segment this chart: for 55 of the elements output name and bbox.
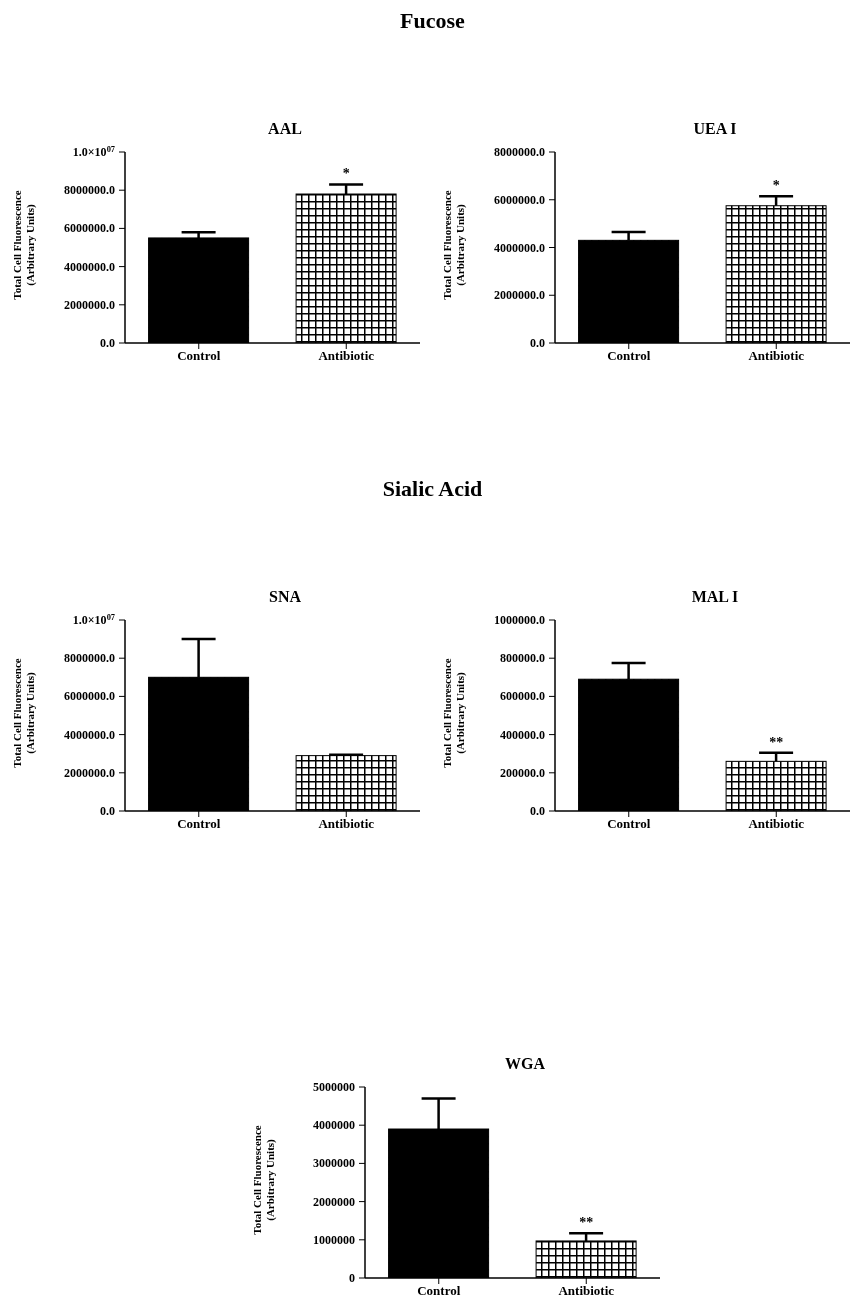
y-tick-label: 8000000.0 (494, 145, 545, 159)
y-axis-title: Total Cell Fluorescence (Arbitrary Units) (251, 1125, 277, 1235)
y-axis-title: Total Cell Fluorescence (Arbitrary Units) (441, 658, 467, 768)
annotation: * (772, 178, 780, 194)
text: Fucose (399, 8, 466, 34)
y-tick-label: 3000000 (313, 1156, 355, 1171)
y-tick-label: 6000000.0 (494, 192, 545, 207)
y-tick-label: 0.0 (100, 336, 115, 350)
annotation: ** (769, 734, 784, 750)
y-tick-label: 0.0 (530, 336, 545, 350)
x-tick-label: Antibiotic (558, 1283, 615, 1295)
y-tick-label: 6000000.0 (64, 221, 115, 236)
y-tick-label: 0.0 (530, 804, 545, 818)
x-tick-label: Antibiotic (318, 348, 375, 364)
x-tick-label: Control (607, 348, 651, 364)
y-tick-label: 400000.0 (500, 727, 545, 742)
y-tick-label: 800000.0 (500, 651, 545, 666)
y-tick-label: 4000000.0 (64, 259, 115, 274)
x-tick-label: Control (607, 816, 651, 832)
y-tick-label: 2000000 (313, 1194, 355, 1209)
x-tick-label: Control (177, 348, 221, 364)
chart-title: SNA (268, 588, 302, 606)
text: Sialic Acid (381, 476, 484, 502)
y-axis-title: Total Cell Fluorescence (Arbitrary Units) (441, 190, 467, 300)
x-tick-label: Antibiotic (748, 816, 805, 832)
x-tick-label: Control (417, 1283, 461, 1295)
y-tick-label: 2000000.0 (64, 297, 115, 312)
y-tick-label: 4000000.0 (494, 240, 545, 255)
y-tick-label: 200000.0 (500, 765, 545, 780)
y-tick-label: 4000000.0 (64, 727, 115, 742)
y-tick-label: 5000000 (313, 1080, 355, 1094)
y-tick-label: 1.0×10$^{07}$ (72, 612, 115, 627)
y-tick-label: 0.0 (100, 804, 115, 818)
chart-title: MAL I (690, 588, 740, 606)
y-tick-label: 0 (349, 1271, 355, 1285)
y-tick-label: 2000000.0 (494, 288, 545, 303)
y-tick-label: 6000000.0 (64, 689, 115, 704)
y-tick-label: 1000000.0 (494, 613, 545, 627)
y-tick-label: 8000000.0 (64, 651, 115, 666)
y-tick-label: 600000.0 (500, 689, 545, 704)
chart-title: WGA (504, 1055, 546, 1073)
annotation: ** (579, 1215, 594, 1231)
chart-title: UEA I (692, 120, 738, 138)
y-axis-title: Total Cell Fluorescence (Arbitrary Units) (11, 658, 37, 768)
y-tick-label: 4000000 (313, 1118, 355, 1133)
x-tick-label: Antibiotic (748, 348, 805, 364)
x-tick-label: Antibiotic (318, 816, 375, 832)
chart-title: AAL (267, 120, 303, 138)
x-tick-label: Control (177, 816, 221, 832)
y-tick-label: 1000000 (313, 1232, 355, 1247)
y-tick-label: 8000000.0 (64, 183, 115, 198)
y-axis-title: Total Cell Fluorescence (Arbitrary Units) (11, 190, 37, 300)
annotation: * (342, 166, 350, 182)
y-tick-label: 2000000.0 (64, 765, 115, 780)
y-tick-label: 1.0×10$^{07}$ (72, 144, 115, 159)
